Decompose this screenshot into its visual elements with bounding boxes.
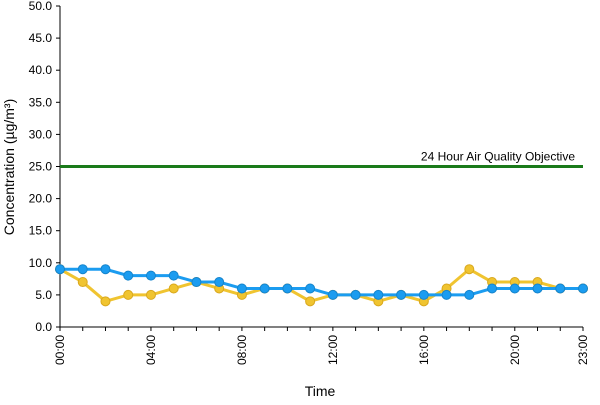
y-tick-label: 20.0 bbox=[29, 192, 53, 206]
series-2-point[interactable] bbox=[555, 283, 566, 294]
series-2-point[interactable] bbox=[532, 283, 543, 294]
series-1-point[interactable] bbox=[305, 296, 316, 307]
series-2-point[interactable] bbox=[396, 289, 407, 300]
series-2-point[interactable] bbox=[123, 270, 134, 281]
y-tick-label: 45.0 bbox=[29, 31, 53, 45]
series-2-point[interactable] bbox=[77, 264, 88, 275]
series-1-point[interactable] bbox=[77, 277, 88, 288]
y-tick-label: 50.0 bbox=[29, 0, 53, 13]
series-2-point[interactable] bbox=[145, 270, 156, 281]
reference-line-label: 24 Hour Air Quality Objective bbox=[421, 150, 575, 164]
series-2-point[interactable] bbox=[509, 283, 520, 294]
series-2-point[interactable] bbox=[100, 264, 111, 275]
series-2-point[interactable] bbox=[578, 283, 588, 294]
y-tick-label: 35.0 bbox=[29, 95, 53, 109]
series-2-point[interactable] bbox=[55, 264, 65, 275]
series-2-point[interactable] bbox=[350, 289, 361, 300]
series-2-point[interactable] bbox=[191, 277, 202, 288]
series-2-point[interactable] bbox=[441, 289, 452, 300]
x-tick-label: 23:00 bbox=[576, 335, 590, 365]
series-group bbox=[55, 264, 588, 307]
series-2-point[interactable] bbox=[418, 289, 429, 300]
y-tick-label: 30.0 bbox=[29, 127, 53, 141]
reference-line-group: 24 Hour Air Quality Objective bbox=[60, 150, 583, 168]
series-2-point[interactable] bbox=[487, 283, 498, 294]
series-1 bbox=[55, 264, 588, 307]
y-axis-title: Concentration (µg/m³) bbox=[1, 99, 17, 235]
series-1-point[interactable] bbox=[464, 264, 475, 275]
series-2-point[interactable] bbox=[236, 283, 247, 294]
y-tick-label: 10.0 bbox=[29, 256, 53, 270]
series-1-line bbox=[59, 267, 583, 303]
series-2-point[interactable] bbox=[259, 283, 270, 294]
series-1-point[interactable] bbox=[168, 283, 179, 294]
series-2-point[interactable] bbox=[214, 277, 225, 288]
series-2-point[interactable] bbox=[373, 289, 384, 300]
x-tick-label: 00:00 bbox=[53, 335, 67, 365]
y-tick-label: 40.0 bbox=[29, 63, 53, 77]
x-tick-label: 04:00 bbox=[144, 335, 158, 365]
series-2-point[interactable] bbox=[327, 289, 338, 300]
x-axis-title: Time bbox=[305, 383, 336, 399]
x-tick-label: 20:00 bbox=[508, 335, 522, 365]
y-axis: 0.0 5.0 10.0 15.0 20.0 25.0 30.0 35.0 40.0 45.0 50… bbox=[29, 0, 61, 334]
y-tick-label: 0.0 bbox=[35, 320, 52, 334]
series-2 bbox=[55, 264, 588, 300]
y-tick-label: 15.0 bbox=[29, 224, 53, 238]
x-tick-label: 08:00 bbox=[235, 335, 249, 365]
series-1-point[interactable] bbox=[145, 289, 156, 300]
y-tick-label: 25.0 bbox=[29, 160, 53, 174]
y-tick-label: 5.0 bbox=[35, 288, 52, 302]
x-axis: 00:00 04:00 08:00 12:00 16:00 20:00 23:00 bbox=[53, 326, 590, 365]
series-2-point[interactable] bbox=[282, 283, 293, 294]
series-1-point[interactable] bbox=[123, 289, 134, 300]
series-2-point[interactable] bbox=[305, 283, 316, 294]
x-tick-label: 16:00 bbox=[417, 335, 431, 365]
series-1-point[interactable] bbox=[100, 296, 111, 307]
series-2-point[interactable] bbox=[168, 270, 179, 281]
series-2-point[interactable] bbox=[464, 289, 475, 300]
x-tick-label: 12:00 bbox=[326, 335, 340, 365]
